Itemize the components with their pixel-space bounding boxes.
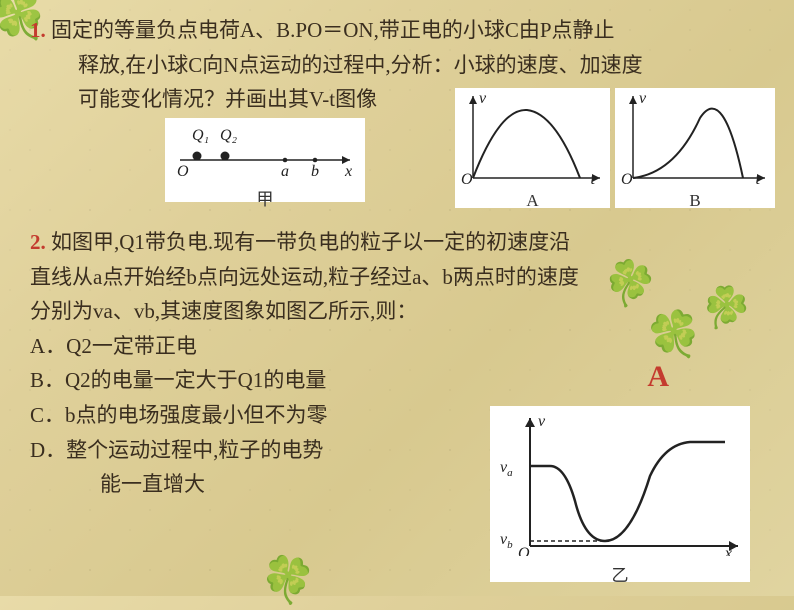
problem2-line2: 直线从a点开始经b点向远处运动,粒子经过a、b两点时的速度 [30,260,764,295]
problem2-line1: 2. 如图甲,Q1带负电.现有一带负电的粒子以一定的初速度沿 [30,225,764,260]
problem1-line3: 可能变化情况？并画出其V-t图像 [30,82,764,117]
problem1-line2: 释放,在小球C向N点运动的过程中,分析：小球的速度、加速度 [30,48,764,83]
problem2-text1: 如图甲,Q1带负电.现有一带负电的粒子以一定的初速度沿 [51,230,570,254]
problem1-line1: 1. 固定的等量负点电荷A、B.PO＝ON,带正电的小球C由P点静止 [30,13,764,48]
diagram-yi-xlabel: x [724,545,732,556]
problem1-text1: 固定的等量负点电荷A、B.PO＝ON,带正电的小球C由P点静止 [51,18,615,42]
diagram-yi-caption: 乙 [490,561,750,586]
leaf-decor: 🍀 [256,550,319,610]
page-content: 1. 固定的等量负点电荷A、B.PO＝ON,带正电的小球C由P点静止 释放,在小… [0,0,794,512]
problem2-optC: C．b点的电场强度最小但不为零 [30,398,764,433]
problem2-optB: B．Q2的电量一定大于Q1的电量 [30,363,764,398]
diagram-yi-O: O [518,545,530,556]
problem2-line3: 分别为va、vb,其速度图象如图乙所示,则： [30,294,764,329]
problem2-optD-line1: D．整个运动过程中,粒子的电势 [30,433,764,468]
problem1-number: 1. [30,18,46,42]
problem2-optA: A．Q2一定带正电 [30,329,764,364]
problem2-number: 2. [30,230,46,254]
diagram-yi-vb: vb [500,531,513,551]
problem2-optD-line2: 能一直增大 [30,467,764,502]
